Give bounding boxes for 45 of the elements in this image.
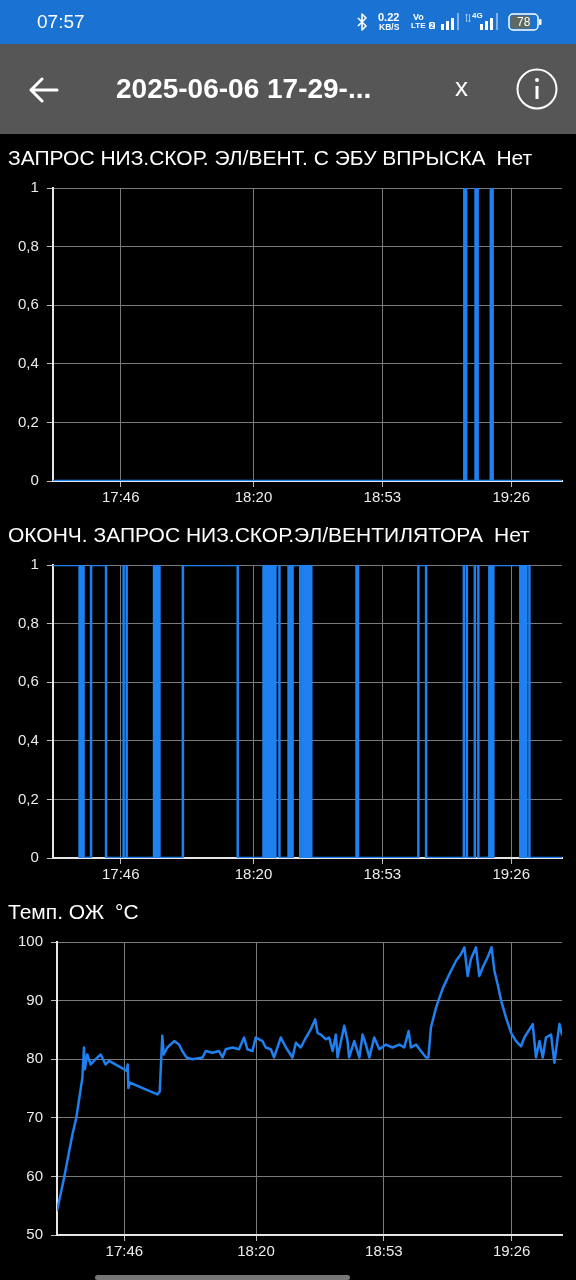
text: 2025-06-06 17-29-... (116, 73, 372, 104)
x-tick-label: 17:46 (101, 488, 140, 506)
y-tick-label: 0,4 (17, 730, 39, 748)
text: x (455, 72, 468, 102)
y-tick-label: 0,8 (17, 236, 39, 254)
x-tick-label: 17:46 (101, 865, 140, 883)
chart-title: Темп. ОЖ (8, 899, 105, 924)
x-tick-label: 18:20 (234, 488, 273, 506)
y-tick-label: 90 (26, 990, 44, 1008)
chart-subtitle: °C (115, 899, 139, 924)
y-tick-label: 0,2 (17, 789, 39, 807)
chart-subtitle: Нет (496, 145, 533, 170)
y-tick-label: 0,4 (17, 353, 39, 371)
y-tick-label: 1 (30, 178, 39, 196)
y-tick-label: 80 (26, 1049, 44, 1067)
chart-subtitle: Нет (493, 522, 530, 547)
y-tick-label: 0,6 (17, 672, 39, 690)
y-tick-label: 0,8 (17, 613, 39, 631)
text: 4G (472, 11, 483, 20)
y-tick-label: 60 (26, 1166, 44, 1184)
text: Vo (413, 12, 424, 22)
chart-title: ОКОНЧ. ЗАПРОС НИЗ.СКОР.ЭЛ/ВЕНТИЛЯТОРА (8, 522, 483, 547)
y-tick-label: 100 (18, 932, 44, 950)
text: 07:57 (37, 11, 85, 32)
text: KB/S (379, 22, 400, 32)
x-tick-label: 19:26 (492, 1242, 531, 1260)
y-tick-label: 0,6 (17, 295, 39, 313)
x-tick-label: 18:53 (363, 865, 402, 883)
x-tick-label: 19:26 (492, 865, 530, 883)
y-tick-label: 0 (30, 848, 39, 866)
y-tick-label: 0,2 (17, 412, 39, 430)
x-tick-label: 19:26 (492, 488, 530, 506)
text: 0.22 (378, 11, 400, 23)
text: 78 (517, 15, 531, 29)
text: LTE (411, 21, 426, 30)
x-tick-label: 18:53 (363, 488, 402, 506)
y-tick-label: 1 (30, 555, 39, 573)
chart-title: ЗАПРОС НИЗ.СКОР. ЭЛ/ВЕНТ. С ЭБУ ВПРЫСКА (8, 145, 486, 170)
x-tick-label: 17:46 (105, 1242, 144, 1260)
x-tick-label: 18:20 (237, 1242, 275, 1260)
y-tick-label: 70 (26, 1107, 44, 1125)
x-tick-label: 18:20 (234, 865, 273, 883)
x-tick-label: 18:53 (365, 1242, 403, 1260)
y-tick-label: 0 (30, 471, 39, 489)
y-tick-label: 50 (26, 1225, 44, 1243)
